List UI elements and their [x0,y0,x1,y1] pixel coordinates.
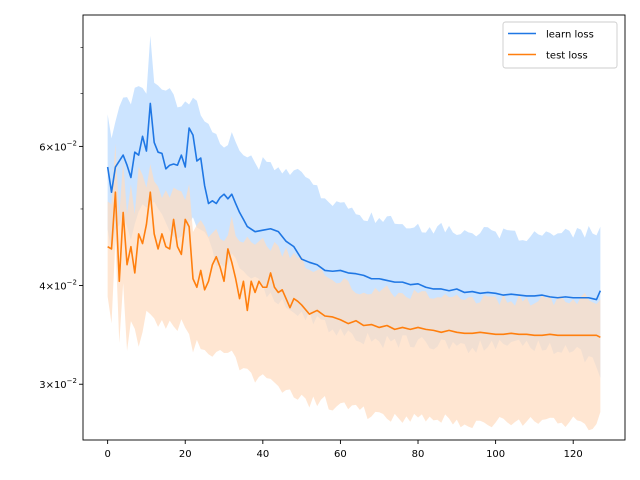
band-test-loss [107,143,601,431]
x-tick-label: 40 [256,449,269,460]
x-axis: 0 20 40 60 80 100 120 [104,440,583,460]
y-tick-label: 4×10−2 [39,279,77,293]
x-tick-label: 60 [334,449,347,460]
x-tick-label: 20 [179,449,192,460]
x-tick-label: 0 [104,449,110,460]
y-axis: 3×10−2 4×10−2 6×10−2 [39,47,83,391]
legend-label: test loss [546,51,588,62]
plot-frame [82,14,626,441]
legend-label: learn loss [546,30,594,41]
series-lines [106,102,602,338]
y-tick-label: 6×10−2 [39,139,77,153]
x-tick-label: 80 [412,449,425,460]
y-tick-label: 3×10−2 [39,377,77,391]
x-tick-label: 120 [564,449,583,460]
line-test-loss [107,191,601,338]
line-learn-loss [106,102,602,301]
x-tick-label: 100 [486,449,505,460]
legend: learn loss test loss [502,21,618,69]
